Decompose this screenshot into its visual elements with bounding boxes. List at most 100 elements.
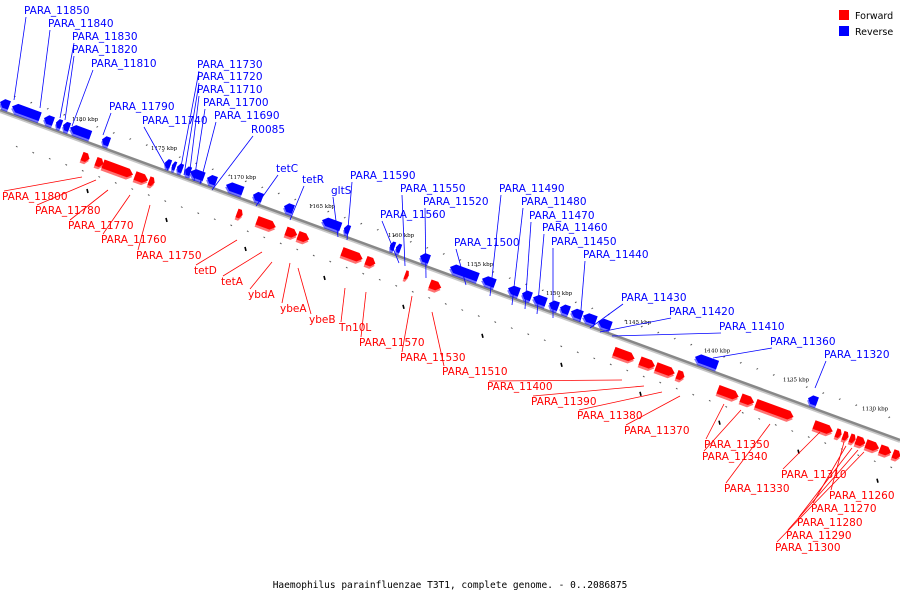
forward-leader-line <box>340 287 346 323</box>
minor-tick <box>591 307 594 310</box>
minor-tick <box>32 151 35 154</box>
forward-gene-arrow <box>133 171 149 183</box>
forward-gene <box>283 226 298 240</box>
reverse-gene-label: PARA_11480 <box>521 196 587 208</box>
major-tick <box>323 275 326 281</box>
minor-tick <box>46 107 49 110</box>
minor-tick <box>345 266 348 269</box>
reverse-gene <box>481 276 497 291</box>
forward-gene-arrow <box>80 151 90 162</box>
forward-leader-line <box>249 261 273 290</box>
forward-leader-line <box>281 262 291 304</box>
minor-tick <box>475 265 478 267</box>
forward-gene-label: PARA_11380 <box>577 410 643 422</box>
forward-gene-label: PARA_11510 <box>442 366 508 378</box>
reverse-gene-label: PARA_11420 <box>669 306 735 318</box>
reverse-gene-arrow <box>583 313 598 325</box>
forward-gene-arrow <box>428 279 442 291</box>
reverse-gene-label: PARA_11320 <box>824 349 890 361</box>
reverse-gene-arrow <box>598 318 613 331</box>
forward-gene-label: PARA_11370 <box>624 425 690 437</box>
reverse-gene-label: PARA_11730 <box>197 59 263 71</box>
forward-leader-line <box>137 204 151 251</box>
major-tick <box>876 478 879 483</box>
minor-tick <box>888 416 891 419</box>
reverse-leader-line <box>524 221 532 310</box>
reverse-gene-label: PARA_11430 <box>621 292 687 304</box>
major-tick <box>560 362 563 367</box>
reverse-leader-line <box>102 112 112 136</box>
reverse-leader-line <box>59 42 75 119</box>
minor-tick <box>178 156 181 159</box>
forward-gene-label: PARA_11760 <box>101 234 167 246</box>
forward-gene-label: ybeB <box>309 314 336 326</box>
reverse-gene-arrow <box>12 103 42 121</box>
reverse-gene-arrow <box>522 290 533 302</box>
forward-leader-line <box>360 291 367 338</box>
minor-tick <box>657 331 660 334</box>
reverse-gene <box>69 125 93 142</box>
minor-tick <box>756 367 759 370</box>
forward-leader-line <box>725 423 771 484</box>
reverse-gene-arrow <box>450 264 480 282</box>
minor-tick <box>327 210 330 213</box>
reverse-gene <box>206 175 218 188</box>
forward-leader-line <box>798 447 853 518</box>
legend: Forward Reverse <box>839 10 893 38</box>
forward-gene-arrow <box>864 439 880 451</box>
reverse-gene <box>164 159 173 172</box>
forward-leader-line <box>401 295 413 353</box>
forward-gene-arrow <box>739 393 755 406</box>
scale-label: 1145 kbp <box>625 320 652 326</box>
reverse-gene-arrow <box>207 175 218 186</box>
forward-leader-line <box>787 449 859 531</box>
scale-label: 1155 kbp <box>467 262 494 268</box>
major-tick <box>718 420 721 425</box>
reverse-gene-label: PARA_11460 <box>542 222 608 234</box>
forward-gene-label: PARA_11260 <box>829 490 895 502</box>
reverse-gene <box>532 294 548 309</box>
reverse-leader-line <box>39 29 51 109</box>
forward-gene-label: ybdA <box>248 289 276 301</box>
forward-gene-arrow <box>235 208 243 219</box>
reverse-gene <box>225 182 245 198</box>
genome-caption: Haemophilus parainfluenzae T3T1, complet… <box>273 580 628 591</box>
minor-tick <box>706 349 709 352</box>
reverse-gene-arrow <box>808 395 819 406</box>
minor-tick <box>690 343 693 346</box>
forward-gene <box>427 279 442 293</box>
reverse-gene <box>548 300 560 314</box>
forward-gene-arrow <box>403 270 409 280</box>
forward-gene-arrow <box>878 444 892 456</box>
forward-gene-label: PARA_11400 <box>487 381 553 393</box>
reverse-gene-arrow <box>695 354 720 370</box>
reverse-gene-arrow <box>396 243 403 254</box>
minor-tick <box>857 454 860 457</box>
minor-tick <box>807 436 810 438</box>
reverse-gene-label: PARA_11360 <box>770 336 836 348</box>
minor-tick <box>459 259 462 261</box>
minor-tick <box>79 119 82 122</box>
reverse-gene <box>252 191 264 205</box>
minor-tick <box>197 212 200 215</box>
reverse-gene-label: PARA_11520 <box>423 196 489 208</box>
scale-label: 1130 kbp <box>862 407 889 413</box>
minor-tick <box>890 466 893 469</box>
minor-tick <box>444 303 447 305</box>
reverse-gene <box>521 290 533 304</box>
forward-leader-line <box>3 176 83 192</box>
reverse-leader-line <box>381 220 400 264</box>
reverse-gene-label: PARA_11450 <box>551 236 617 248</box>
forward-leader-line <box>195 239 238 266</box>
minor-tick <box>673 337 676 340</box>
reverse-gene <box>559 304 571 318</box>
minor-tick <box>838 398 841 401</box>
reverse-gene <box>694 354 720 372</box>
minor-tick <box>855 404 858 407</box>
scale-label: 1135 kbp <box>783 378 810 384</box>
forward-gene-label: PARA_11330 <box>724 483 790 495</box>
minor-tick <box>96 125 99 128</box>
reverse-leader-line <box>599 317 672 333</box>
forward-gene-label: tetD <box>194 265 217 277</box>
